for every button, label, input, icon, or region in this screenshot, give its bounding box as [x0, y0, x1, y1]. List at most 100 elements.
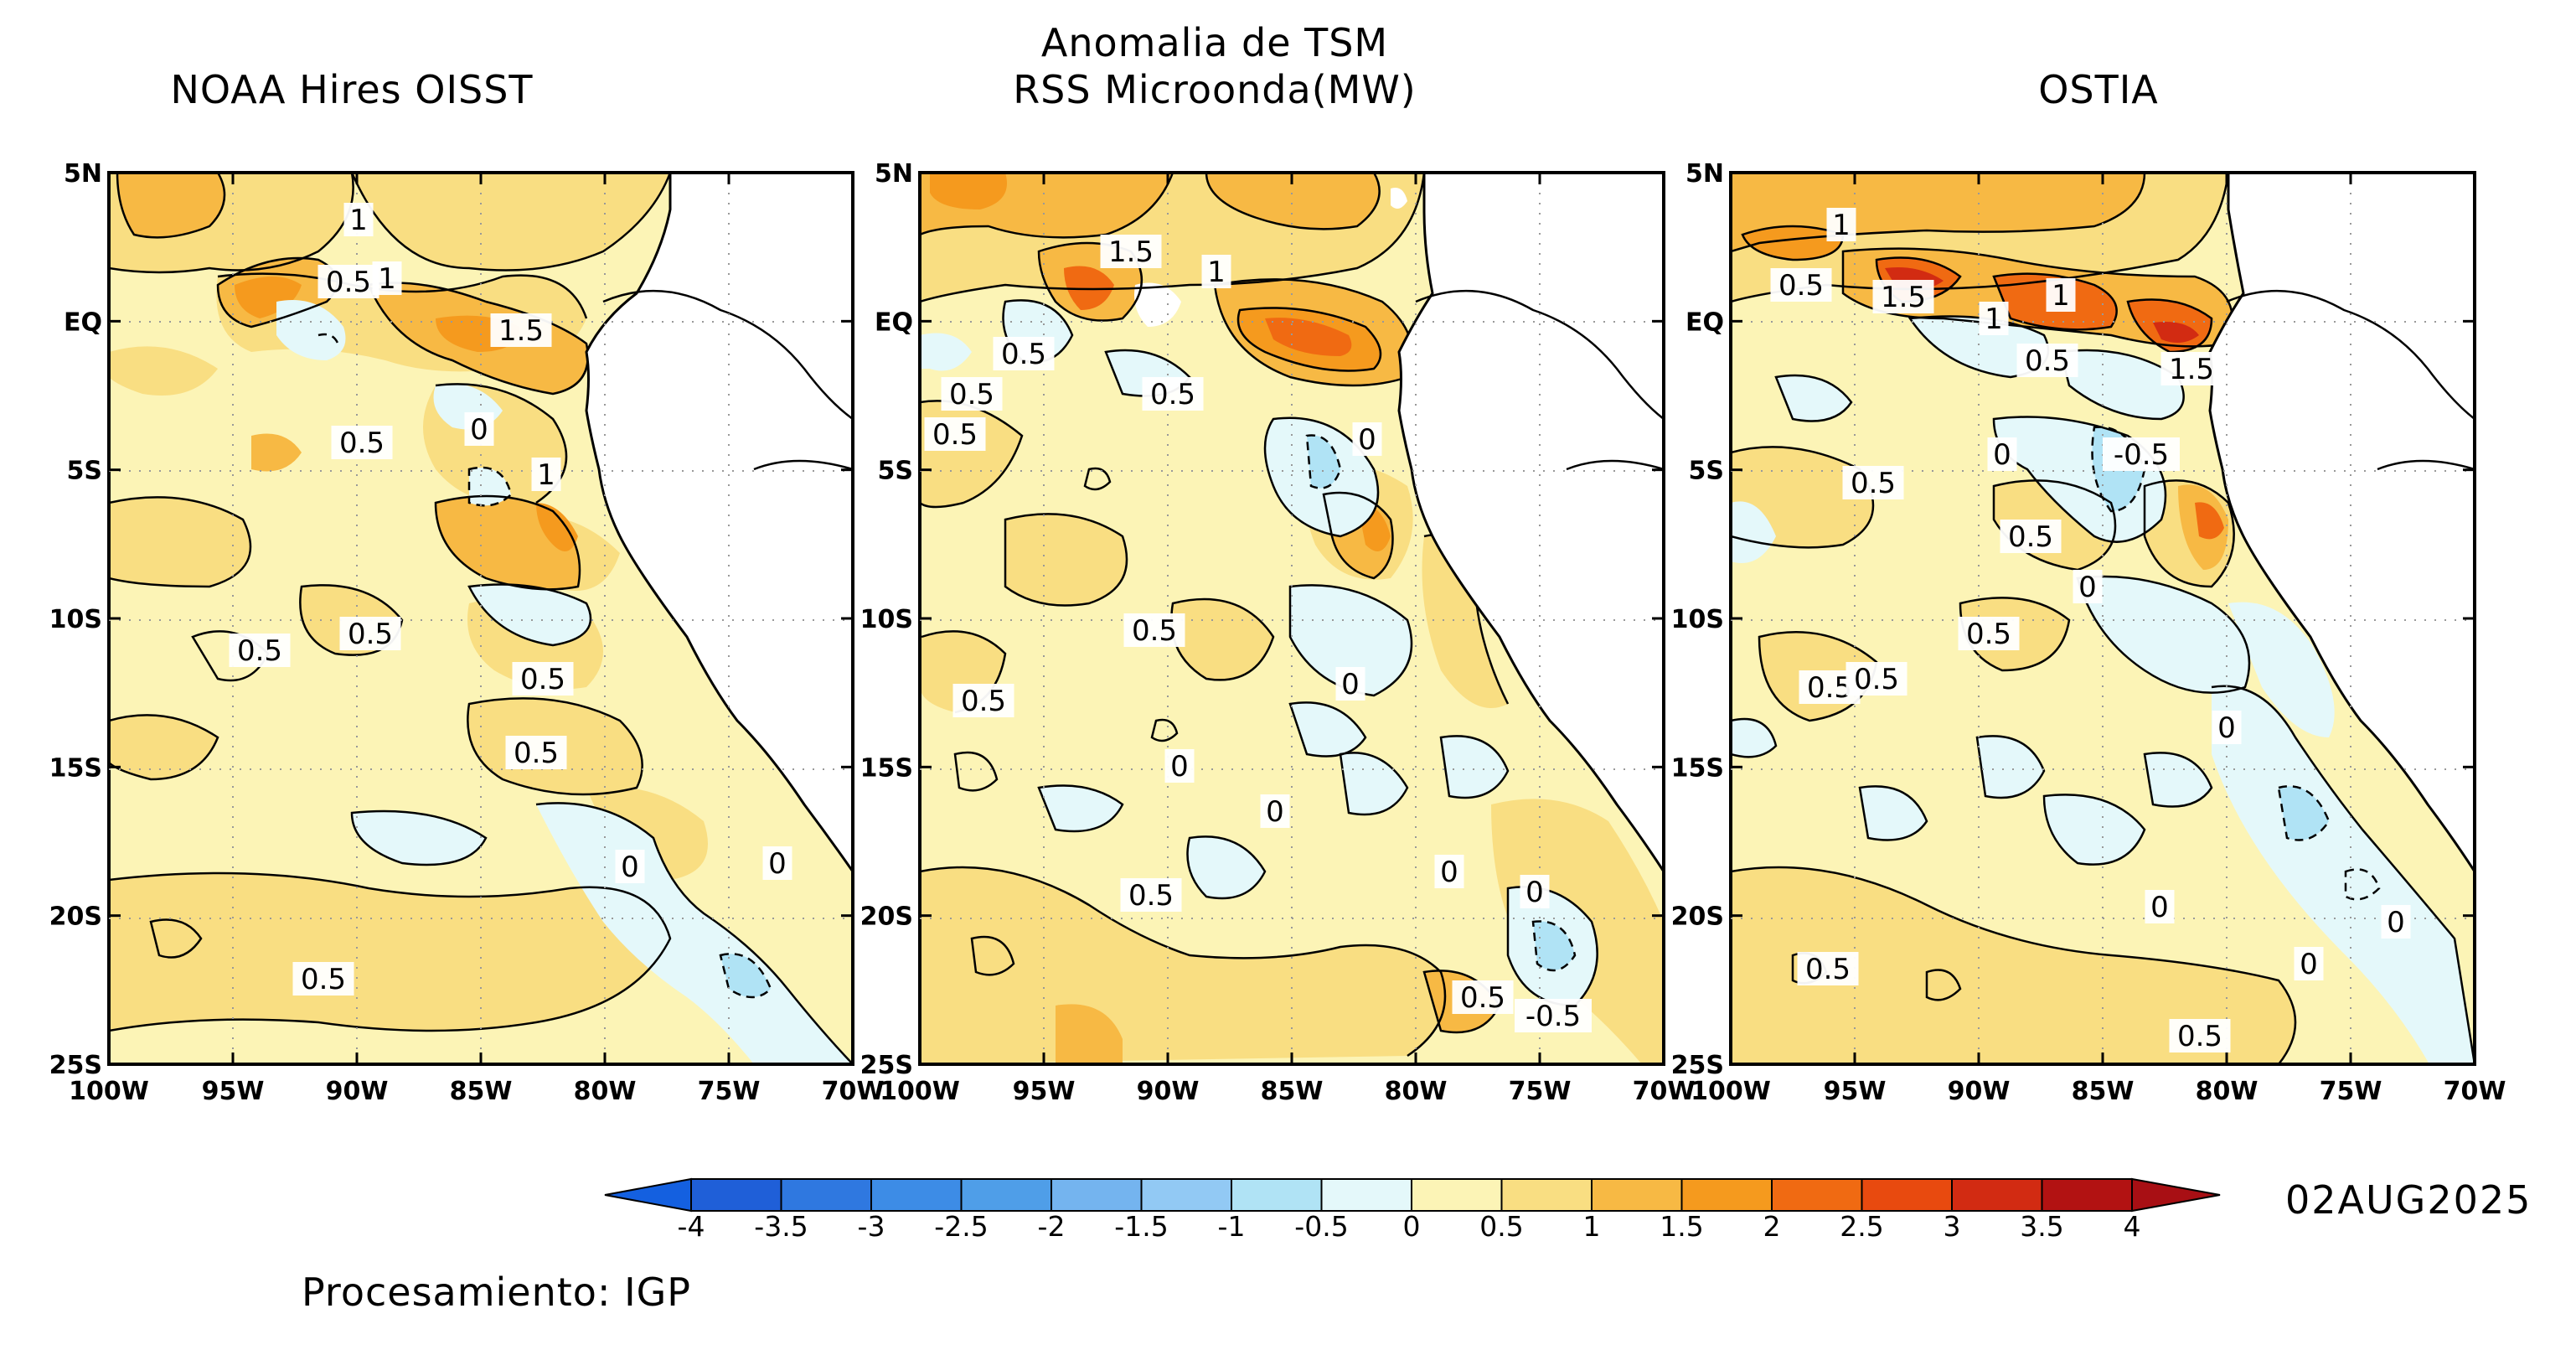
colorbar-level-label: 1.5 — [1660, 1210, 1704, 1243]
contour-label: 0.5 — [1150, 378, 1195, 411]
contour-label: 0.5 — [1854, 663, 1899, 696]
contour-label: 0 — [1993, 438, 2011, 472]
lat-label: 5S — [1689, 457, 1724, 486]
contour-label: 0.5 — [348, 618, 393, 651]
lon-label: 100W — [1691, 1077, 1771, 1106]
lat-label: 5N — [875, 159, 913, 189]
contour-label: 0.5 — [339, 427, 385, 460]
colorbar-swatch — [1680, 1178, 1773, 1212]
contour-label: 1 — [1985, 303, 2003, 336]
contour-label: 0 — [2078, 571, 2097, 604]
contour-label: 0.5 — [1778, 269, 1824, 303]
lat-label: 20S — [860, 902, 913, 932]
colorbar-swatch — [1140, 1178, 1232, 1212]
colorbar-high-arrow — [2131, 1177, 2221, 1213]
colorbar-low-arrow — [604, 1177, 692, 1213]
lon-label: 95W — [202, 1077, 265, 1106]
colorbar-level-label: 4 — [2123, 1210, 2141, 1243]
contour-label: 0.5 — [1128, 879, 1174, 913]
colorbar-labels: -4 -3.5 -3 -2.5 -2 -1.5 -1 -0.5 0 0.5 1 1.5 2 2.5 3 3.5… — [0, 1210, 2576, 1252]
contour-label: 0 — [2300, 948, 2318, 981]
contour-label: 0 — [1358, 423, 1376, 457]
contour-label: 1.5 — [1108, 235, 1154, 269]
lat-label: 5N — [1685, 159, 1724, 189]
lon-label: 95W — [1824, 1077, 1887, 1106]
lat-label: 15S — [1671, 753, 1724, 783]
colorbar-swatch — [1771, 1178, 1863, 1212]
lat-label: 10S — [860, 605, 913, 634]
contour-label: 0.5 — [961, 685, 1006, 718]
panel-title-oisst: NOAA Hires OISST — [170, 67, 534, 112]
panel-rss — [920, 173, 1664, 1064]
colorbar-level-label: -3.5 — [754, 1210, 808, 1243]
contour-label: 0.5 — [2008, 520, 2053, 554]
lon-label: 75W — [2320, 1077, 2382, 1106]
contour-label: 1.5 — [1881, 281, 1926, 314]
contour-label: 0.5 — [932, 418, 978, 452]
contour-label: 0 — [1341, 668, 1360, 701]
panel-title-ostia: OSTIA — [2038, 67, 2159, 112]
lat-label: 5S — [878, 457, 913, 486]
lon-label: 80W — [574, 1077, 637, 1106]
colorbar-swatch — [780, 1178, 872, 1212]
lon-label: 80W — [1385, 1077, 1448, 1106]
colorbar-level-label: 2.5 — [1840, 1210, 1884, 1243]
contour-label: 0.5 — [1001, 338, 1046, 371]
colorbar-swatch — [1861, 1178, 1953, 1212]
contour-label: 0.5 — [1966, 618, 2011, 651]
colorbar-swatch — [1051, 1178, 1143, 1212]
contour-label: 1 — [378, 262, 396, 296]
lat-label: EQ — [64, 308, 102, 337]
contour-label: 1 — [349, 204, 368, 237]
colorbar-swatch — [1951, 1178, 2043, 1212]
lat-label: 5N — [64, 159, 102, 189]
contour-label: 1 — [537, 458, 555, 492]
contour-label: 0.5 — [1807, 671, 1852, 705]
lat-label: 10S — [49, 605, 102, 634]
contour-label: -0.5 — [1525, 1000, 1581, 1033]
sst-anomaly-maps: 10.5 11.50.5 010.5 0.50.50.50 00.51.510.50.5… — [49, 159, 2506, 1106]
contour-label: 0 — [1525, 876, 1544, 909]
contour-label: 0.5 — [520, 663, 565, 696]
contour-label: 1 — [2052, 279, 2070, 313]
colorbar-level-label: 1 — [1582, 1210, 1601, 1243]
contour-label: 0.5 — [514, 737, 559, 770]
contour-label: 0.5 — [1132, 614, 1177, 648]
lon-label: 95W — [1013, 1077, 1076, 1106]
contour-label: 0.5 — [1460, 981, 1505, 1015]
panel-title-rss: RSS Microonda(MW) — [1013, 67, 1417, 112]
lon-label: 90W — [1137, 1077, 1200, 1106]
colorbar-level-label: -1.5 — [1114, 1210, 1169, 1243]
lon-label: 85W — [1261, 1077, 1324, 1106]
contour-label: 0 — [2150, 891, 2169, 924]
colorbar-swatch — [2041, 1178, 2133, 1212]
contour-label: 0 — [768, 847, 787, 881]
lat-label: 25S — [860, 1051, 913, 1080]
contour-label: 0 — [1266, 795, 1284, 829]
land-panel-3 — [2208, 173, 2475, 874]
colorbar-swatch — [1411, 1178, 1503, 1212]
lat-label: 20S — [1671, 902, 1724, 932]
contour-label: -0.5 — [2114, 438, 2169, 472]
lon-label: 100W — [880, 1077, 960, 1106]
colorbar-swatch — [1500, 1178, 1593, 1212]
colorbar-level-label: -4 — [677, 1210, 705, 1243]
lat-label: 5S — [67, 457, 102, 486]
contour-label: 0.5 — [326, 266, 371, 299]
lon-label: 85W — [2072, 1077, 2135, 1106]
colorbar-level-label: -0.5 — [1294, 1210, 1349, 1243]
colorbar-level-label: 3.5 — [2020, 1210, 2064, 1243]
date-label: 02AUG2025 — [2285, 1177, 2532, 1223]
lon-label: 70W — [2444, 1077, 2506, 1106]
lon-label: 70W — [1633, 1077, 1696, 1106]
contour-label: 0.5 — [1851, 467, 1896, 500]
lat-label: 20S — [49, 902, 102, 932]
colorbar-swatch — [690, 1178, 782, 1212]
contour-label: 1 — [1207, 256, 1226, 289]
colorbar-level-label: 0.5 — [1479, 1210, 1524, 1243]
contour-label: 0 — [2217, 711, 2236, 745]
contour-label: 1.5 — [498, 314, 544, 348]
colorbar-swatch — [1320, 1178, 1412, 1212]
colorbar-level-label: 0 — [1402, 1210, 1421, 1243]
lon-label: 75W — [1509, 1077, 1572, 1106]
